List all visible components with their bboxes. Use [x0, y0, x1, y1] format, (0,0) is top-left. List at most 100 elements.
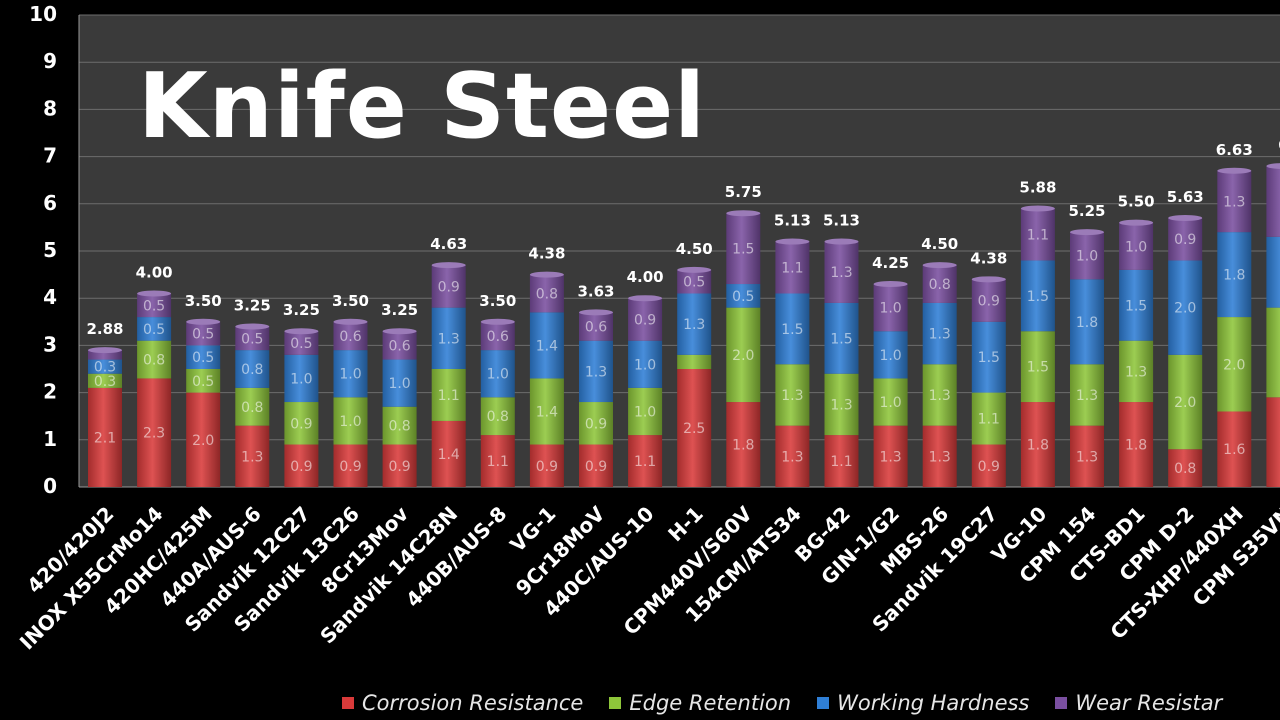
segment-label: 1.0: [634, 357, 656, 373]
total-label: 5.63: [1167, 188, 1204, 206]
bar-segment: [971, 444, 1006, 487]
segment-label: 0.5: [241, 331, 263, 347]
segment-label: 1.0: [1076, 249, 1098, 265]
bar-cap: [922, 262, 957, 269]
segment-label: 1.1: [830, 454, 852, 470]
bar-segment: [333, 321, 368, 351]
bar-segment: [873, 378, 908, 426]
bar-cap: [333, 318, 368, 325]
bar-segment: [284, 444, 319, 487]
bar-segment: [529, 378, 564, 445]
segment-label: 2.3: [143, 426, 165, 442]
total-label: 3.50: [332, 292, 369, 310]
segment-label: 0.8: [1174, 461, 1196, 477]
segment-label: 0.8: [929, 277, 951, 293]
bar-cap: [579, 309, 613, 316]
segment-label: 0.5: [192, 374, 214, 390]
legend-label: Wear Resistar: [1075, 691, 1223, 715]
segment-label: 1.8: [732, 438, 754, 454]
total-label: 5.25: [1068, 202, 1105, 220]
total-label: 4.38: [970, 249, 1007, 267]
bar-segment: [922, 302, 957, 365]
bar-cap: [529, 271, 564, 278]
bar-cap: [1070, 229, 1104, 236]
bar-segment: [726, 307, 761, 403]
bar-cap: [775, 238, 810, 245]
segment-label: 2.0: [192, 433, 214, 449]
segment-label: 1.3: [929, 388, 951, 404]
bar-cap: [1020, 205, 1055, 212]
segment-label: 2.5: [683, 421, 705, 437]
segment-label: 1.3: [1076, 388, 1098, 404]
bar-segment: [873, 331, 908, 379]
segment-label: 2.0: [1174, 395, 1196, 411]
bar-segment: [824, 373, 859, 436]
bar-segment: [579, 402, 613, 445]
bar-segment: [677, 354, 712, 369]
bar-segment: [726, 284, 761, 308]
bar-cap: [726, 210, 761, 217]
bar-segment: [1020, 208, 1055, 261]
segment-label: 0.5: [683, 275, 705, 291]
bar-segment: [529, 444, 564, 487]
bar-segment: [1168, 449, 1203, 487]
bar-segment: [431, 369, 466, 421]
bar-segment: [137, 317, 172, 341]
bar-segment: [1266, 307, 1280, 398]
total-label: 5.13: [823, 212, 860, 230]
bar-cap: [186, 318, 221, 325]
bar-segment: [1070, 232, 1104, 280]
total-label: 3.50: [479, 292, 516, 310]
segment-label: 1.8: [1076, 315, 1098, 331]
y-tick-label: 3: [43, 332, 57, 356]
total-label: 4.63: [430, 235, 467, 253]
segment-label: 0.6: [339, 329, 361, 345]
y-tick-label: 6: [43, 191, 57, 215]
bar-cap: [1168, 214, 1203, 221]
total-label: 4.50: [921, 235, 958, 253]
segment-label: 2.0: [1174, 301, 1196, 317]
bar-segment: [186, 392, 221, 487]
segment-label: 1.3: [1125, 364, 1147, 380]
segment-label: 1.8: [1125, 438, 1147, 454]
bar-segment: [677, 369, 712, 487]
bar-segment: [775, 241, 810, 294]
bar-segment: [284, 402, 319, 445]
bar-cap: [235, 323, 270, 330]
bar-segment: [1168, 217, 1203, 261]
segment-label: 0.5: [192, 327, 214, 343]
segment-label: 0.6: [487, 329, 509, 345]
bar-segment: [333, 350, 368, 398]
total-label: 6: [1278, 136, 1280, 154]
segment-label: 1.1: [978, 412, 1000, 428]
bar-segment: [775, 293, 810, 365]
bar-segment: [186, 321, 221, 346]
bar-segment: [235, 350, 270, 388]
bar-segment: [628, 340, 663, 388]
total-label: 3.25: [381, 301, 418, 319]
bar-segment: [922, 265, 957, 303]
segment-label: 1.0: [1125, 239, 1147, 255]
bar-segment: [1119, 402, 1154, 487]
segment-label: 1.0: [634, 404, 656, 420]
bar-segment: [1119, 340, 1154, 403]
bar-segment: [333, 397, 368, 445]
bar-segment: [235, 387, 270, 426]
segment-label: 0.5: [143, 322, 165, 338]
legend-swatch: [817, 697, 830, 709]
segment-label: 0.9: [1174, 232, 1196, 248]
segment-label: 1.1: [487, 454, 509, 470]
segment-label: 1.3: [830, 265, 852, 281]
bar-cap: [1119, 219, 1154, 226]
bar-cap: [873, 281, 908, 288]
y-tick-label: 1: [43, 427, 57, 451]
segment-label: 1.6: [1223, 442, 1245, 458]
bar-segment: [873, 284, 908, 332]
segment-label: 1.0: [290, 371, 312, 387]
segment-label: 0.8: [487, 409, 509, 425]
bar-segment: [726, 213, 761, 285]
segment-label: 1.3: [830, 397, 852, 413]
bar-segment: [1266, 166, 1280, 237]
total-label: 4.00: [136, 263, 173, 281]
segment-label: 1.5: [978, 350, 1000, 366]
